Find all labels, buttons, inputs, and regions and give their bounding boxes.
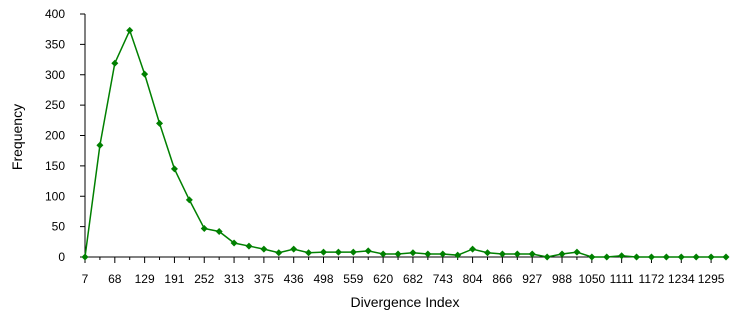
data-point [603, 253, 611, 261]
x-tick-label: 1295 [698, 272, 725, 286]
data-point [662, 253, 670, 261]
x-tick-label: 313 [224, 272, 244, 286]
y-tick-label: 0 [58, 250, 65, 264]
data-point [722, 253, 730, 261]
series-line [84, 28, 726, 258]
data-point [483, 249, 491, 257]
y-tick-label: 50 [52, 220, 66, 234]
data-point [185, 196, 193, 204]
data-point [141, 70, 149, 78]
data-point [573, 248, 581, 256]
data-point [126, 26, 134, 34]
data-point [215, 227, 223, 235]
data-point [200, 224, 208, 232]
data-point [513, 250, 521, 258]
data-point [558, 250, 566, 258]
data-point [498, 250, 506, 258]
data-point [96, 141, 104, 149]
data-point [364, 247, 372, 255]
data-point [633, 253, 641, 261]
data-point [454, 251, 462, 259]
data-point [290, 245, 298, 253]
y-tick-label: 400 [45, 7, 65, 21]
data-point [170, 165, 178, 173]
y-tick-label: 200 [45, 129, 65, 143]
x-tick-label: 743 [433, 272, 453, 286]
data-point [588, 253, 596, 261]
x-tick-label: 866 [492, 272, 512, 286]
data-point [692, 253, 700, 261]
x-tick-label: 927 [522, 272, 542, 286]
x-tick-label: 988 [552, 272, 572, 286]
y-tick-label: 300 [45, 68, 65, 82]
x-axis: 7 68 129 191 252 313 375 436 498 559 620 682 743 804 8… [82, 256, 727, 286]
x-tick-label: 620 [373, 272, 393, 286]
data-point [305, 249, 313, 257]
data-point [379, 250, 387, 258]
y-tick-label: 250 [45, 98, 65, 112]
x-axis-title: Divergence Index [351, 294, 460, 310]
data-point [156, 119, 164, 127]
data-point [528, 250, 536, 258]
y-axis: 0 50 100 150 200 250 300 350 400 [45, 7, 86, 264]
x-tick-label: 7 [82, 272, 89, 286]
data-point [320, 248, 328, 256]
x-tick-label: 191 [164, 272, 184, 286]
data-point [677, 253, 685, 261]
data-point [409, 249, 417, 257]
x-tick-label: 1111 [610, 272, 634, 286]
data-point [543, 253, 551, 261]
x-tick-label: 375 [254, 272, 274, 286]
data-point [394, 250, 402, 258]
data-point [260, 245, 268, 253]
data-point [334, 248, 342, 256]
x-tick-label: 682 [403, 272, 423, 286]
x-tick-label: 1234 [668, 272, 695, 286]
data-point [424, 250, 432, 258]
data-point [275, 249, 283, 257]
data-point [647, 253, 655, 261]
data-point [469, 245, 477, 253]
x-tick-label: 252 [194, 272, 214, 286]
data-point [707, 253, 715, 261]
x-tick-label: 559 [343, 272, 363, 286]
x-tick-label: 68 [108, 272, 122, 286]
data-point [81, 253, 89, 261]
x-tick-label: 498 [313, 272, 333, 286]
y-tick-label: 100 [45, 189, 65, 203]
x-tick-label: 1172 [639, 272, 665, 286]
x-tick-label: 436 [284, 272, 304, 286]
y-tick-label: 150 [45, 159, 65, 173]
x-tick-label: 1050 [578, 272, 605, 286]
x-tick-label: 804 [463, 272, 483, 286]
y-tick-label: 350 [45, 37, 65, 51]
data-point [111, 59, 119, 67]
data-point [230, 239, 238, 247]
data-point [245, 242, 253, 250]
series-1 [81, 26, 730, 261]
x-tick-label: 129 [135, 272, 155, 286]
data-point [439, 250, 447, 258]
data-point [349, 248, 357, 256]
y-axis-title: Frequency [9, 104, 25, 170]
data-point [618, 252, 626, 260]
